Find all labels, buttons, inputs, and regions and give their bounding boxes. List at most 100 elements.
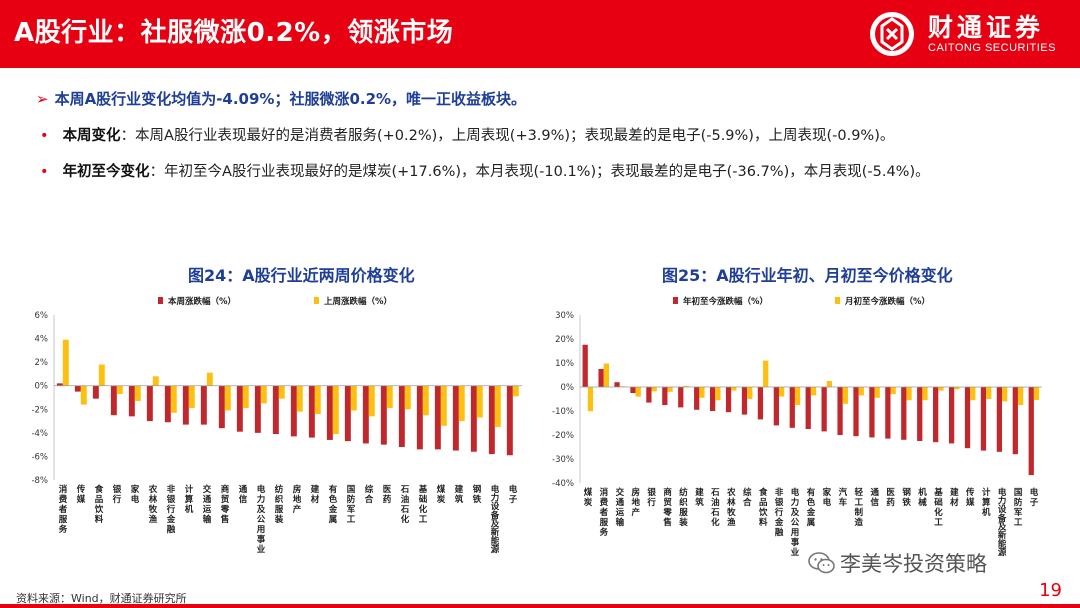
- x-category-label: 有色金属: [806, 487, 816, 528]
- x-category-label: 银行: [112, 484, 122, 505]
- watermark: 李美岑投资策略: [808, 548, 987, 578]
- x-category-label: 建筑: [694, 487, 704, 508]
- bar-primary: [110, 385, 117, 416]
- x-category-label: 计算机: [982, 487, 991, 518]
- legend-swatch: [158, 297, 163, 304]
- logo-english-text: CAITONG SECURITIES: [928, 42, 1056, 54]
- bar-primary: [146, 385, 153, 422]
- bar-secondary: [810, 387, 817, 396]
- y-tick-label: -30%: [552, 455, 574, 465]
- bar-secondary: [778, 387, 785, 397]
- legend-label: 月初至今涨跌幅（%）: [844, 296, 930, 307]
- x-category-label: 石油石化: [400, 485, 410, 525]
- bar-secondary: [332, 385, 339, 435]
- x-category-label: 机械: [918, 487, 927, 508]
- bar-primary: [128, 385, 135, 417]
- bar-secondary: [922, 387, 928, 401]
- bar-secondary: [842, 387, 848, 404]
- bar-secondary: [651, 387, 657, 392]
- header-bar: A股行业：社服微涨0.2%，领涨市场 财通证券 CAITONG SECURITI…: [0, 0, 1080, 68]
- bar-secondary: [458, 385, 465, 422]
- page-number: 19: [1039, 580, 1062, 601]
- bar-primary: [901, 387, 907, 440]
- bar-secondary: [635, 387, 641, 397]
- bar-secondary: [512, 385, 519, 397]
- bar-primary: [980, 387, 987, 451]
- bar-secondary: [386, 385, 393, 409]
- weekly-change-chart: 本周涨跌幅（%） 上周涨跌幅（%） -8% -6% -4% -2% 0% 2% 4% 6% 消费者服…: [31, 296, 522, 555]
- bar-secondary: [874, 387, 880, 398]
- bar-primary: [598, 369, 604, 387]
- y-tick-label: 0%: [561, 383, 575, 393]
- bar-secondary: [954, 387, 960, 390]
- bar-primary: [452, 385, 459, 451]
- x-category-label: 国防军工: [1014, 487, 1023, 528]
- bar-primary: [805, 387, 811, 429]
- arrow-bullet-icon: ➢: [36, 90, 49, 108]
- chart1-title: 图24：A股行业近两周价格变化: [188, 266, 415, 285]
- bar-primary: [506, 385, 513, 456]
- x-category-label: 通信: [239, 484, 248, 505]
- bar-secondary: [826, 381, 833, 387]
- x-category-label: 通信: [870, 487, 879, 508]
- x-category-label: 非银行金融: [774, 487, 784, 538]
- x-category-label: 医药: [886, 488, 895, 508]
- bar-primary: [725, 387, 732, 413]
- bar-secondary: [1017, 387, 1024, 405]
- x-category-label: 汽车: [839, 487, 848, 508]
- bar-secondary: [603, 363, 609, 387]
- bar-secondary: [422, 385, 429, 416]
- y-tick-label: -6%: [31, 452, 48, 462]
- x-category-label: 交通运输: [203, 484, 212, 525]
- bar-primary: [933, 387, 939, 443]
- bar-secondary: [763, 360, 769, 387]
- y-tick-label: 4%: [35, 335, 49, 345]
- bar-primary: [917, 387, 923, 441]
- legend-swatch: [835, 297, 840, 304]
- bar-secondary: [314, 385, 321, 414]
- bar-primary: [380, 385, 387, 445]
- bar-primary: [290, 385, 297, 437]
- bar-primary: [996, 387, 1003, 452]
- bullet-weekly: • 本周变化：本周A股行业表现最好的是消费者服务(+0.2%)，上周表现(+3.9…: [40, 124, 894, 145]
- bar-primary: [694, 387, 700, 410]
- x-category-label: 非银行金融: [166, 484, 176, 535]
- x-category-label: 轻工制造: [855, 487, 864, 528]
- bar-primary: [488, 385, 495, 455]
- bar-primary: [757, 387, 764, 420]
- bar-secondary: [747, 387, 753, 399]
- x-category-label: 煤炭: [437, 484, 446, 505]
- chart2-title: 图25：A股行业年初、月初至今价格变化: [662, 266, 953, 285]
- bar-secondary: [278, 385, 285, 399]
- bullet-ytd-label: 年初至今变化: [62, 164, 150, 180]
- bar-primary: [853, 387, 859, 437]
- page-title: A股行业：社服微涨0.2%，领涨市场: [14, 18, 454, 48]
- y-tick-label: -4%: [31, 429, 48, 439]
- y-tick-label: 6%: [35, 311, 49, 321]
- bar-secondary: [587, 387, 594, 412]
- x-category-label: 房地产: [632, 487, 641, 518]
- bar-secondary: [1002, 387, 1008, 402]
- x-category-label: 电力及公用事业: [790, 487, 800, 558]
- bar-secondary: [188, 385, 195, 409]
- bullet-ytd: • 年初至今变化：年初至今A股行业表现最好的是煤炭(+17.6%)，本月表现(-1…: [40, 160, 930, 181]
- x-category-label: 医药: [383, 485, 392, 505]
- bar-secondary: [699, 387, 705, 398]
- x-category-label: 国防军工: [347, 484, 356, 525]
- bar-secondary: [242, 385, 249, 409]
- bar-primary: [254, 385, 261, 433]
- x-category-label: 消费者服务: [58, 484, 68, 535]
- bar-primary: [614, 382, 620, 387]
- legend-label: 本周涨跌幅（%）: [168, 296, 236, 307]
- bar-secondary: [667, 387, 673, 392]
- x-category-label: 传媒: [965, 487, 975, 508]
- summary-text: 本周A股行业变化均值为-4.09%；社服微涨0.2%，唯一正收益板块。: [54, 90, 527, 108]
- bar-secondary: [80, 385, 87, 405]
- ytd-change-chart: 年初至今涨跌幅（%） 月初至今涨跌幅（%） -40% -30% -20% -10% 0% 10…: [552, 296, 1042, 558]
- y-tick-label: 10%: [555, 359, 574, 369]
- x-category-label: 电子: [509, 484, 518, 505]
- bar-primary: [582, 344, 588, 387]
- x-category-label: 传媒: [76, 484, 86, 505]
- bar-secondary: [731, 387, 737, 391]
- bar-primary: [869, 387, 875, 438]
